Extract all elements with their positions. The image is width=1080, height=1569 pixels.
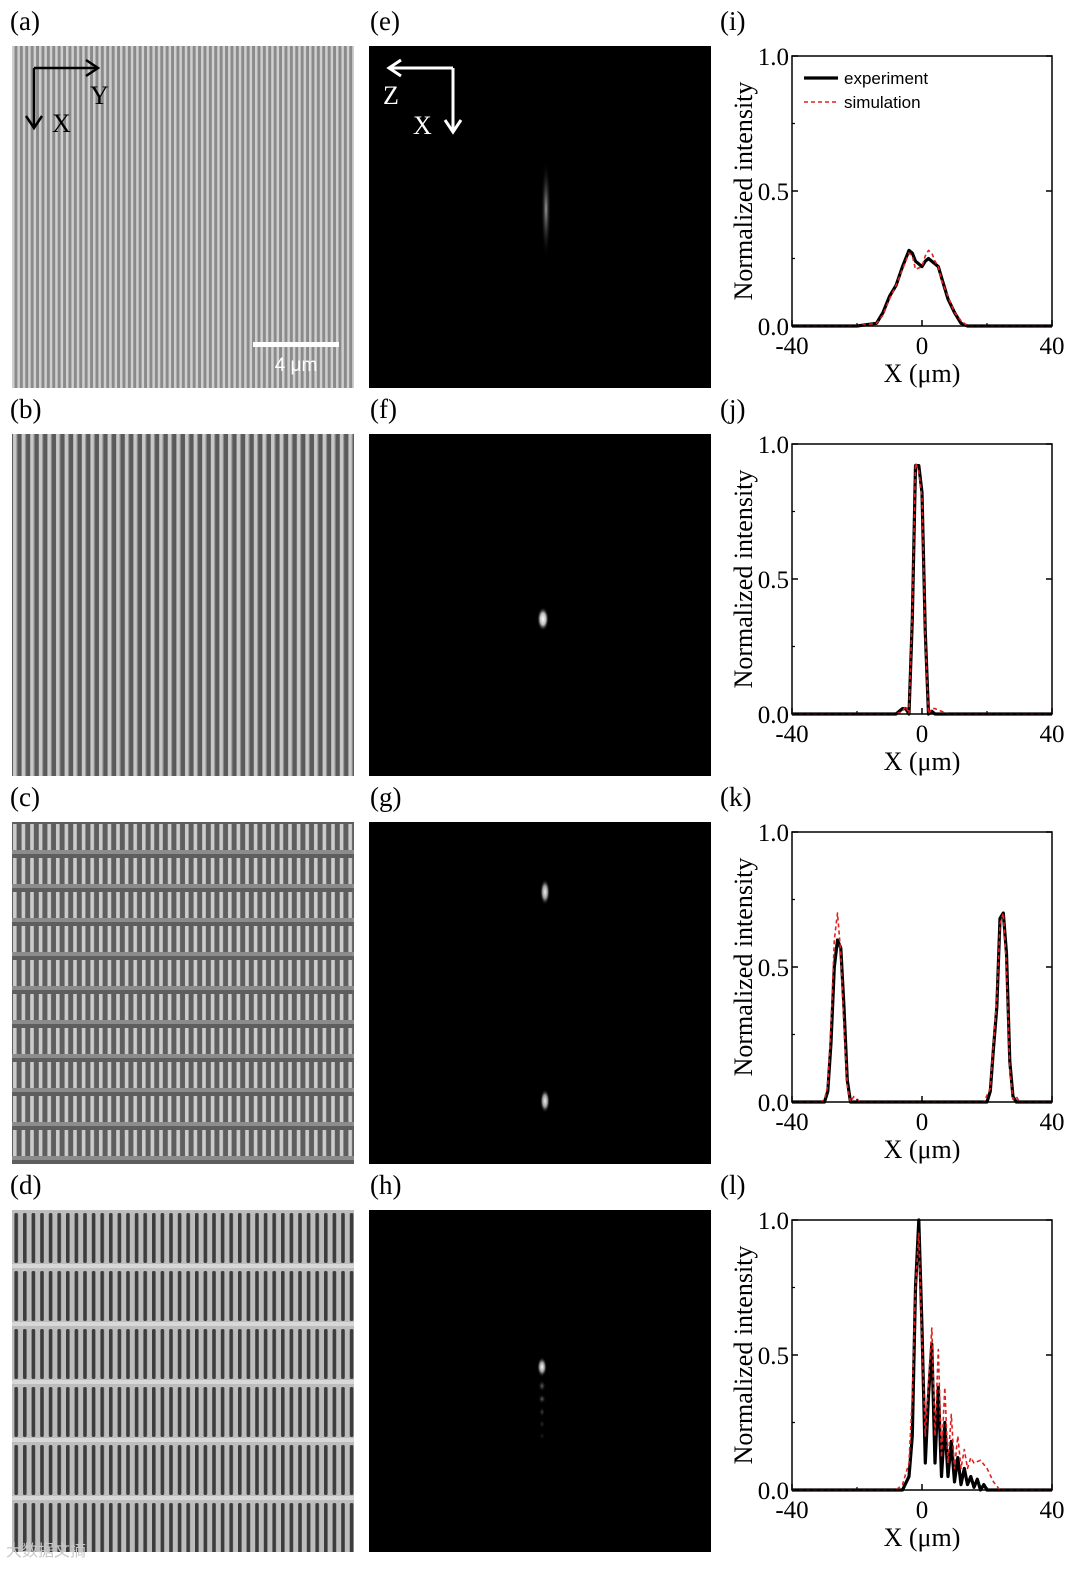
focal-spot (541, 159, 551, 259)
sem-pattern-d (12, 1210, 354, 1552)
legend-label: experiment (844, 69, 928, 88)
x-tick-label: 40 (1040, 333, 1065, 360)
x-tick-label: 0 (916, 333, 929, 360)
focal-spot-side (539, 1407, 545, 1417)
y-tick-label: 1.0 (758, 1208, 789, 1235)
sem-image-b (12, 434, 354, 776)
y-tick-label: 0.0 (758, 702, 789, 729)
chart-i: 0.0 0.5 1.0 -40 0 40 X (μm) Normalized intensit… (729, 44, 1065, 388)
x-tick-label: 0 (916, 721, 929, 748)
series-line-simulation (792, 462, 1052, 715)
axis-label-z: Z (383, 81, 399, 110)
sem-image-c (12, 822, 354, 1164)
y-axis-label: Normalized intensity (729, 1246, 758, 1465)
focal-spot-side (539, 1432, 545, 1440)
panel-label-i: (i) (720, 6, 746, 36)
series-line-simulation (792, 1232, 1052, 1491)
focal-spot-lower (540, 1089, 550, 1113)
x-tick-label: 40 (1040, 721, 1065, 748)
x-axis-label: X (μm) (884, 359, 961, 388)
panel-label-a: (a) (10, 6, 40, 36)
sem-pattern-c (12, 822, 354, 1164)
y-tick-label: 0.0 (758, 1478, 789, 1505)
x-axis-label: X (μm) (884, 1135, 961, 1164)
x-tick-label: -40 (775, 1497, 808, 1524)
x-tick-label: -40 (775, 721, 808, 748)
y-tick-label: 1.0 (758, 820, 789, 847)
y-tick-label: 0.5 (758, 1343, 789, 1370)
focal-image-g (369, 822, 711, 1164)
series-line-experiment (792, 248, 1052, 328)
x-tick-label: -40 (775, 1109, 808, 1136)
focal-image-f (369, 434, 711, 776)
y-tick-label: 0.0 (758, 314, 789, 341)
focal-spot-side (538, 1380, 546, 1392)
x-tick-label: -40 (775, 333, 808, 360)
panel-label-h: (h) (370, 1170, 402, 1200)
focal-spot-upper (540, 879, 550, 905)
panel-label-g: (g) (370, 782, 402, 812)
series-line-experiment (792, 911, 1052, 1104)
panel-label-b: (b) (10, 394, 42, 424)
series-line-experiment (792, 463, 1052, 716)
plot-i: 0.0 0.5 1.0 -40 0 40 X (μm) Normalized intensit… (720, 40, 1080, 405)
panel-label-l: (l) (720, 1170, 746, 1200)
y-tick-label: 0.0 (758, 1090, 789, 1117)
axis-label-x: X (52, 109, 71, 138)
focal-spots-h (537, 1357, 547, 1440)
x-tick-label: 0 (916, 1497, 929, 1524)
panel-label-j: (j) (720, 394, 746, 424)
y-tick-label: 0.5 (758, 179, 789, 206)
series-line-simulation (792, 249, 1052, 327)
focal-image-e: Z X (369, 46, 711, 388)
scale-bar-label: 4 μm (275, 355, 318, 376)
sem-image-a: 4 μm Y X (12, 46, 354, 388)
y-tick-label: 0.5 (758, 955, 789, 982)
focal-spot (537, 607, 549, 631)
panel-label-c: (c) (10, 782, 40, 812)
chart-l: 0.0 0.5 1.0 -40 0 40 X (μm) Normalized intensit… (729, 1208, 1065, 1552)
focal-spot-side (539, 1420, 545, 1428)
focal-spot-side (538, 1394, 546, 1404)
y-tick-label: 0.5 (758, 567, 789, 594)
plot-frame (791, 55, 1053, 327)
panel-label-e: (e) (370, 6, 400, 36)
axis-label-x: X (413, 111, 432, 140)
axis-label-y: Y (90, 81, 109, 110)
panel-label-f: (f) (370, 394, 397, 424)
scale-bar (253, 342, 339, 347)
x-tick-label: 0 (916, 1109, 929, 1136)
watermark: 大数据文摘 (6, 1541, 87, 1560)
sem-image-d (12, 1210, 354, 1552)
sem-pattern-a: 4 μm Y X (12, 46, 354, 388)
focal-spots-f (537, 607, 549, 631)
legend-label: simulation (844, 93, 921, 112)
focal-spots-e: Z X (383, 58, 551, 259)
plot-k: 0.0 0.5 1.0 -40 0 40 X (μm) Normalized intensit… (720, 816, 1080, 1181)
y-axis-label: Normalized intensity (729, 82, 758, 301)
y-axis-label: Normalized intensity (729, 858, 758, 1077)
plot-j: 0.0 0.5 1.0 -40 0 40 X (μm) Normalized intensit… (720, 428, 1080, 793)
x-tick-label: 40 (1040, 1497, 1065, 1524)
plot-l: 0.0 0.5 1.0 -40 0 40 X (μm) Normalized intensit… (720, 1204, 1080, 1569)
y-tick-label: 1.0 (758, 432, 789, 459)
x-axis-label: X (μm) (884, 1523, 961, 1552)
focal-spot-main (537, 1357, 547, 1377)
focal-image-h (369, 1210, 711, 1552)
x-axis-label: X (μm) (884, 747, 961, 776)
panel-label-d: (d) (10, 1170, 42, 1200)
axis-arrows-icon (386, 58, 463, 135)
y-tick-label: 1.0 (758, 44, 789, 71)
chart-j: 0.0 0.5 1.0 -40 0 40 X (μm) Normalized intensit… (729, 432, 1065, 776)
panel-label-k: (k) (720, 782, 752, 812)
y-axis-label: Normalized intensity (729, 470, 758, 689)
axis-arrows-icon (24, 58, 101, 131)
x-tick-label: 40 (1040, 1109, 1065, 1136)
sem-pattern-b (12, 434, 354, 776)
focal-spots-g (540, 879, 550, 1113)
chart-k: 0.0 0.5 1.0 -40 0 40 X (μm) Normalized intensit… (729, 820, 1065, 1164)
